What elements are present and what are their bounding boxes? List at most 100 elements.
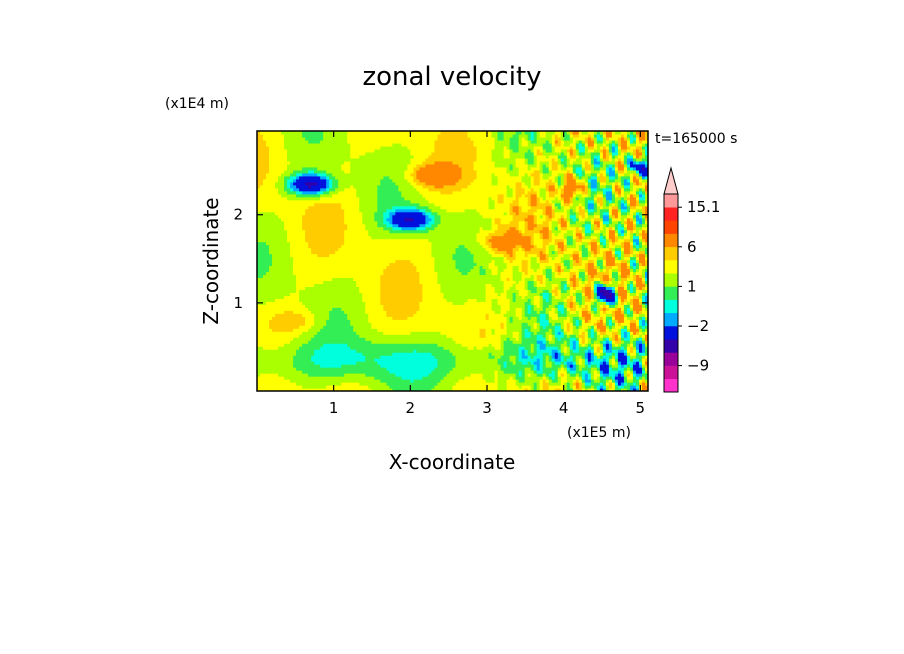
field-cell (329, 145, 333, 150)
field-cell (284, 385, 288, 389)
field-cell (323, 340, 327, 344)
field-cell (326, 256, 330, 261)
field-cell (263, 349, 267, 353)
field-cell (290, 307, 294, 311)
field-cell (269, 244, 273, 249)
field-cell (332, 358, 336, 362)
field-cell (317, 259, 321, 264)
field-cell (314, 193, 318, 198)
field-cell (347, 364, 351, 368)
field-cell (290, 271, 294, 276)
field-cell (269, 364, 273, 368)
field-cell (293, 319, 297, 323)
field-cell (260, 187, 264, 192)
field-cell (314, 220, 318, 225)
field-cell (302, 190, 306, 195)
field-cell (266, 205, 270, 210)
field-cell (272, 325, 276, 329)
field-cell (338, 172, 342, 177)
field-cell (326, 289, 330, 293)
field-cell (305, 313, 309, 317)
field-cell (344, 175, 348, 180)
field-cell (293, 310, 297, 314)
field-cell (344, 331, 348, 335)
field-cell (272, 340, 276, 344)
field-cell (332, 343, 336, 347)
field-cell (278, 256, 282, 261)
field-cell (293, 292, 297, 296)
field-cell (311, 262, 315, 267)
field-cell (353, 355, 357, 359)
field-cell (350, 199, 354, 204)
field-cell (296, 199, 300, 204)
field-cell (305, 385, 309, 389)
field-cell (314, 367, 318, 371)
field-cell (335, 238, 339, 243)
field-cell (329, 358, 333, 362)
field-cell (323, 229, 327, 234)
field-cell (338, 343, 342, 347)
field-cell (314, 250, 318, 255)
field-cell (350, 388, 354, 391)
field-cell (338, 226, 342, 231)
field-cell (278, 352, 282, 356)
field-cell (350, 181, 354, 186)
field-cell (329, 355, 333, 359)
field-cell (335, 274, 339, 279)
field-cell (341, 220, 345, 225)
field-cell (257, 148, 261, 153)
field-cell (326, 199, 330, 204)
field-cell (335, 253, 339, 258)
field-cell (308, 199, 312, 204)
field-cell (266, 175, 270, 180)
field-cell (341, 166, 345, 171)
field-cell (314, 229, 318, 234)
field-cell (263, 193, 267, 198)
field-cell (260, 148, 264, 153)
field-cell (287, 223, 291, 228)
field-cell (332, 349, 336, 353)
field-cell (278, 301, 282, 305)
field-cell (287, 337, 291, 341)
field-cell (263, 244, 267, 249)
field-cell (275, 367, 279, 371)
field-cell (290, 280, 294, 285)
field-cell (323, 379, 327, 383)
field-cell (335, 196, 339, 201)
field-cell (341, 367, 345, 371)
field-cell (266, 289, 270, 293)
field-cell (275, 298, 279, 302)
field-cell (338, 217, 342, 222)
field-cell (320, 304, 324, 308)
field-cell (269, 151, 273, 156)
field-cell (302, 271, 306, 276)
field-cell (263, 340, 267, 344)
field-cell (299, 280, 303, 285)
field-cell (302, 211, 306, 216)
field-cell (272, 175, 276, 180)
field-cell (281, 346, 285, 350)
field-cell (293, 316, 297, 320)
field-cell (320, 382, 324, 386)
field-cell (314, 232, 318, 237)
field-cell (335, 358, 339, 362)
field-cell (296, 298, 300, 302)
field-cell (290, 274, 294, 279)
field-cell (347, 196, 351, 201)
field-cell (299, 376, 303, 380)
field-cell (281, 367, 285, 371)
field-cell (287, 178, 291, 183)
field-cell (350, 334, 354, 338)
field-cell (284, 367, 288, 371)
field-cell (314, 157, 318, 162)
field-cell (329, 157, 333, 162)
field-cell (323, 211, 327, 216)
field-cell (344, 223, 348, 228)
field-cell (299, 166, 303, 171)
field-cell (296, 316, 300, 320)
field-cell (272, 385, 276, 389)
field-cell (347, 367, 351, 371)
field-cell (290, 268, 294, 273)
field-cell (260, 373, 264, 377)
field-cell (263, 259, 267, 264)
